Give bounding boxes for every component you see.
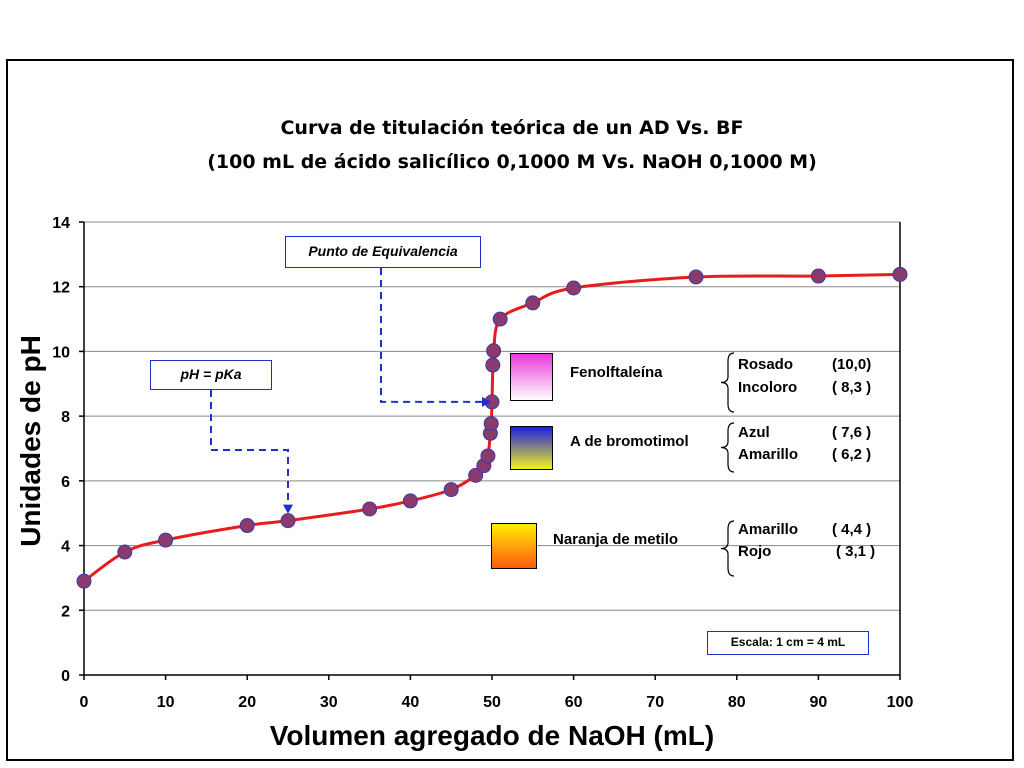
y-tick-label: 14: [52, 215, 70, 232]
indicator-range: ( 4,4 ): [832, 521, 872, 538]
indicator-color: Rojo: [738, 543, 772, 560]
data-point: [443, 482, 459, 498]
x-tick-label: 90: [810, 694, 828, 711]
data-point: [566, 280, 582, 296]
data-point: [158, 532, 174, 548]
x-tick-label: 80: [728, 694, 746, 711]
indicator-name: Fenolftaleína: [570, 364, 663, 381]
indicator-range: ( 6,2 ): [832, 446, 872, 463]
indicator-color: Amarillo: [738, 521, 799, 538]
indicator-brace: [720, 520, 735, 577]
indicator-color: Incoloro: [738, 379, 798, 396]
equivalence-arrowhead: [482, 396, 491, 407]
indicator-color: Rosado: [738, 356, 794, 373]
data-point: [483, 416, 499, 432]
chart-subtitle: (100 mL de ácido salicílico 0,1000 M Vs.…: [207, 151, 817, 173]
chart-frame: [6, 59, 1014, 761]
indicator-color: Azul: [738, 424, 770, 441]
indicator-range: (10,0): [832, 356, 872, 373]
y-tick-label: 6: [61, 474, 70, 491]
y-tick-label: 10: [52, 344, 70, 361]
data-point: [485, 357, 501, 373]
data-point: [486, 343, 502, 359]
x-tick-label: 50: [483, 694, 501, 711]
equivalence-leader-line: [380, 268, 482, 403]
pka-callout: pH = pKa: [150, 360, 272, 390]
y-tick-label: 4: [61, 539, 70, 556]
indicator-brace: [720, 422, 735, 473]
indicator-name: A de bromotimol: [570, 433, 689, 450]
indicator-name: Naranja de metilo: [553, 531, 679, 548]
x-tick-label: 10: [157, 694, 175, 711]
bromotimol-swatch: [510, 426, 553, 470]
x-tick-label: 20: [238, 694, 256, 711]
y-tick-label: 2: [61, 603, 70, 620]
data-point: [239, 518, 255, 534]
indicator-range: ( 3,1 ): [836, 543, 876, 560]
data-point: [892, 266, 908, 282]
data-point: [117, 544, 133, 560]
y-axis-label: Unidades de pH: [15, 335, 46, 547]
data-point: [76, 573, 92, 589]
x-tick-label: 100: [887, 694, 914, 711]
naranja-metilo-swatch: [491, 523, 537, 569]
x-tick-label: 70: [646, 694, 664, 711]
x-tick-label: 60: [565, 694, 583, 711]
x-tick-label: 0: [80, 694, 89, 711]
equivalence-point-callout: Punto de Equivalencia: [285, 236, 481, 268]
indicator-color: Amarillo: [738, 446, 799, 463]
indicator-brace: [720, 352, 735, 413]
x-tick-label: 30: [320, 694, 338, 711]
y-tick-label: 12: [52, 280, 70, 297]
y-tick-label: 0: [61, 668, 70, 685]
pka-leader-line: [210, 390, 289, 505]
pka-arrowhead: [283, 504, 293, 514]
data-point: [362, 501, 378, 517]
fenolftaleina-swatch: [510, 353, 553, 401]
data-point: [688, 269, 704, 285]
x-axis-label: Volumen agregado de NaOH (mL): [269, 720, 715, 751]
data-point: [492, 311, 508, 327]
scale-note: Escala: 1 cm = 4 mL: [707, 631, 869, 655]
data-point: [402, 493, 418, 509]
data-point: [480, 448, 496, 464]
x-tick-label: 40: [402, 694, 420, 711]
data-point: [280, 513, 296, 529]
chart-title: Curva de titulación teórica de un AD Vs.…: [280, 117, 744, 139]
data-point: [468, 467, 484, 483]
indicator-range: ( 8,3 ): [832, 379, 872, 396]
y-tick-label: 8: [61, 409, 70, 426]
indicator-range: ( 7,6 ): [832, 424, 872, 441]
data-point: [810, 268, 826, 284]
data-point: [525, 295, 541, 311]
